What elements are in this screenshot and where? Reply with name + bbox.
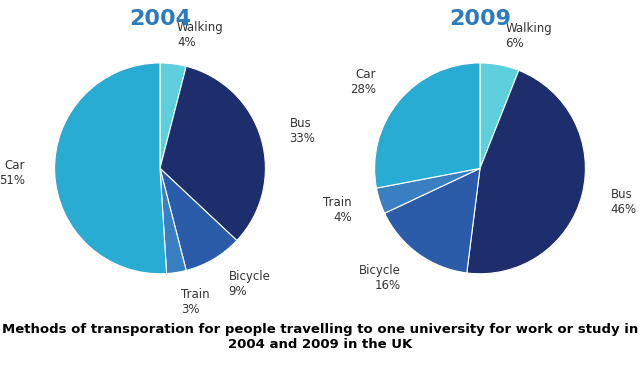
Wedge shape [160, 66, 266, 240]
Text: Car
28%: Car 28% [350, 68, 376, 96]
Title: 2004: 2004 [129, 10, 191, 30]
Title: 2009: 2009 [449, 10, 511, 30]
Text: Walking
6%: Walking 6% [506, 22, 552, 50]
Wedge shape [374, 63, 480, 188]
Wedge shape [160, 168, 186, 273]
Text: Methods of transporation for people travelling to one university for work or stu: Methods of transporation for people trav… [2, 323, 638, 351]
Text: Bicycle
16%: Bicycle 16% [359, 264, 401, 291]
Text: Train
4%: Train 4% [323, 196, 352, 224]
Text: Bus
46%: Bus 46% [611, 188, 637, 216]
Text: Bus
33%: Bus 33% [289, 117, 316, 145]
Wedge shape [160, 168, 237, 270]
Wedge shape [385, 168, 480, 273]
Wedge shape [480, 63, 519, 168]
Wedge shape [467, 70, 586, 274]
Wedge shape [160, 63, 186, 168]
Text: Car
51%: Car 51% [0, 158, 25, 187]
Text: Walking
4%: Walking 4% [177, 20, 223, 49]
Wedge shape [376, 168, 480, 213]
Wedge shape [54, 63, 166, 274]
Text: Bicycle
9%: Bicycle 9% [228, 270, 271, 299]
Text: Train
3%: Train 3% [181, 288, 210, 315]
